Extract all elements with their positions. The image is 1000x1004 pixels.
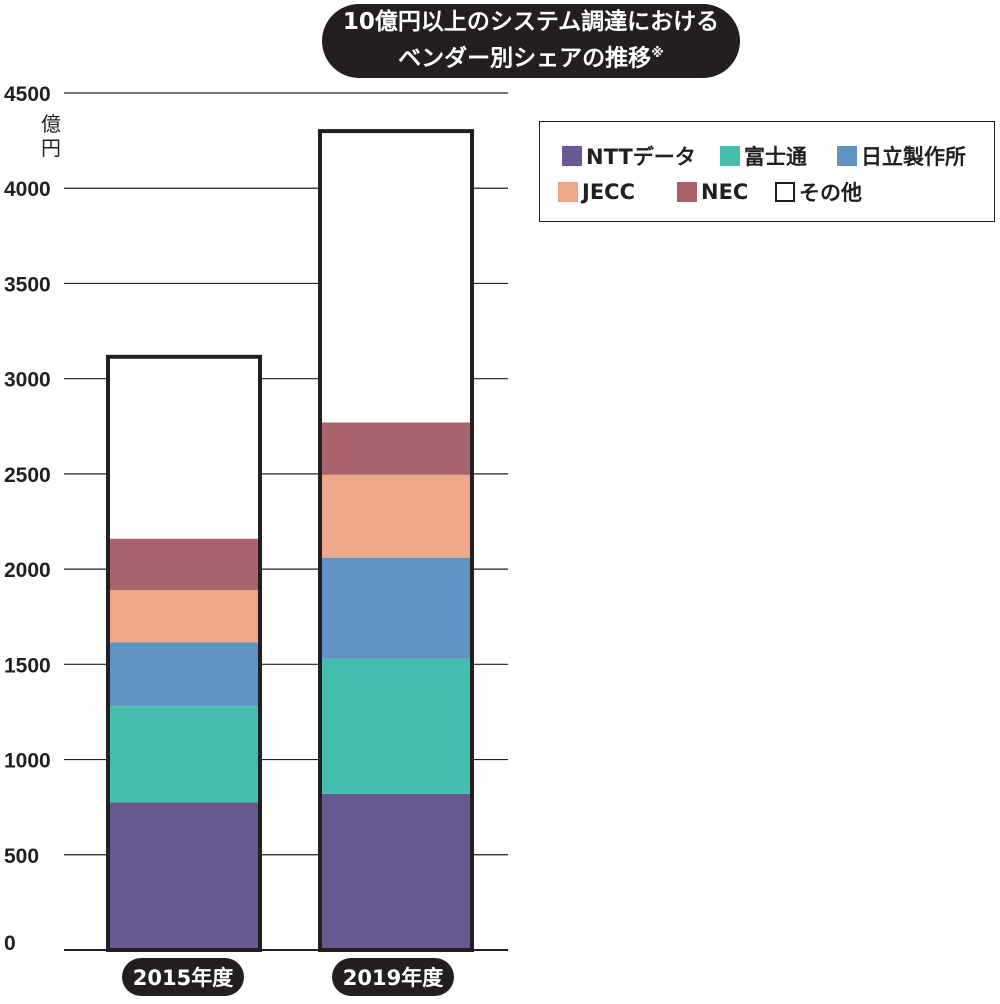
chart-title-line1: 10億円以上のシステム調達における: [342, 9, 720, 36]
legend-item-nec: NEC: [677, 177, 748, 207]
legend-label-nec: NEC: [701, 180, 749, 204]
bar-segment-hitachi-2019年度: [320, 557, 472, 659]
y-tick-label-1000: 1000: [4, 750, 51, 773]
y-tick-label-3000: 3000: [4, 369, 51, 392]
bar-segment-nec-2015年度: [108, 538, 260, 591]
stacked-bars: [106, 129, 474, 953]
bar-segment-jecc-2019年度: [320, 474, 472, 558]
y-tick-label-500: 500: [4, 845, 39, 868]
bar-segment-ntt-data-2019年度: [320, 793, 472, 950]
bar-segment-hitachi-2015年度: [108, 642, 260, 707]
legend-label-ntt-data: NTTデータ: [586, 145, 696, 169]
y-tick-label-3500: 3500: [4, 273, 51, 296]
y-tick-label-2500: 2500: [4, 464, 51, 487]
legend: NTTデータ 富士通 日立製作所 JECC NEC その他: [539, 121, 995, 222]
y-axis-tick-labels: 0 500 1000 1500 2000 2500 3000 3500 4000 4500: [4, 83, 51, 955]
legend-label-jecc: JECC: [582, 180, 635, 204]
bar-segment-other-2015年度: [108, 356, 260, 539]
chart-title-line2: ベンダー別シェアの推移: [398, 45, 652, 72]
bar-segment-ntt-data-2015年度: [108, 802, 260, 950]
legend-item-jecc: JECC: [558, 177, 635, 207]
legend-swatch-fujitsu: [720, 146, 740, 166]
legend-item-ntt-data: NTTデータ: [562, 141, 696, 171]
y-tick-label-4000: 4000: [4, 178, 51, 201]
bar-outline-2019年度: [318, 129, 474, 953]
legend-item-other: その他: [775, 177, 862, 207]
category-label-2015: 2015年度: [122, 958, 244, 996]
legend-swatch-hitachi: [837, 146, 857, 166]
legend-label-other: その他: [799, 181, 862, 205]
chart-title-note-mark: ※: [651, 46, 664, 62]
y-tick-label-1500: 1500: [4, 654, 51, 677]
legend-swatch-ntt-data: [562, 146, 582, 166]
legend-label-hitachi: 日立製作所: [861, 145, 966, 169]
chart-title-line2-wrap: ベンダー別シェアの推移※: [398, 38, 664, 75]
bar-segment-fujitsu-2015年度: [108, 706, 260, 803]
y-tick-label-2000: 2000: [4, 559, 51, 582]
legend-swatch-nec: [677, 182, 697, 202]
y-tick-label-4500: 4500: [4, 83, 51, 106]
legend-label-fujitsu: 富士通: [744, 145, 807, 169]
bar-segment-fujitsu-2019年度: [320, 658, 472, 794]
y-tick-label-0: 0: [4, 932, 16, 955]
y-axis-unit-label: 億円: [41, 112, 61, 160]
legend-item-hitachi: 日立製作所: [837, 141, 966, 171]
bar-outline-2015年度: [106, 354, 262, 952]
legend-item-fujitsu: 富士通: [720, 141, 807, 171]
bar-segment-nec-2019年度: [320, 422, 472, 475]
legend-swatch-other: [775, 182, 795, 202]
bar-segment-jecc-2015年度: [108, 590, 260, 643]
bar-segment-other-2019年度: [320, 131, 472, 423]
category-label-2019: 2019年度: [332, 958, 454, 996]
chart-title: 10億円以上のシステム調達における ベンダー別シェアの推移※: [322, 4, 740, 78]
legend-swatch-jecc: [558, 182, 578, 202]
